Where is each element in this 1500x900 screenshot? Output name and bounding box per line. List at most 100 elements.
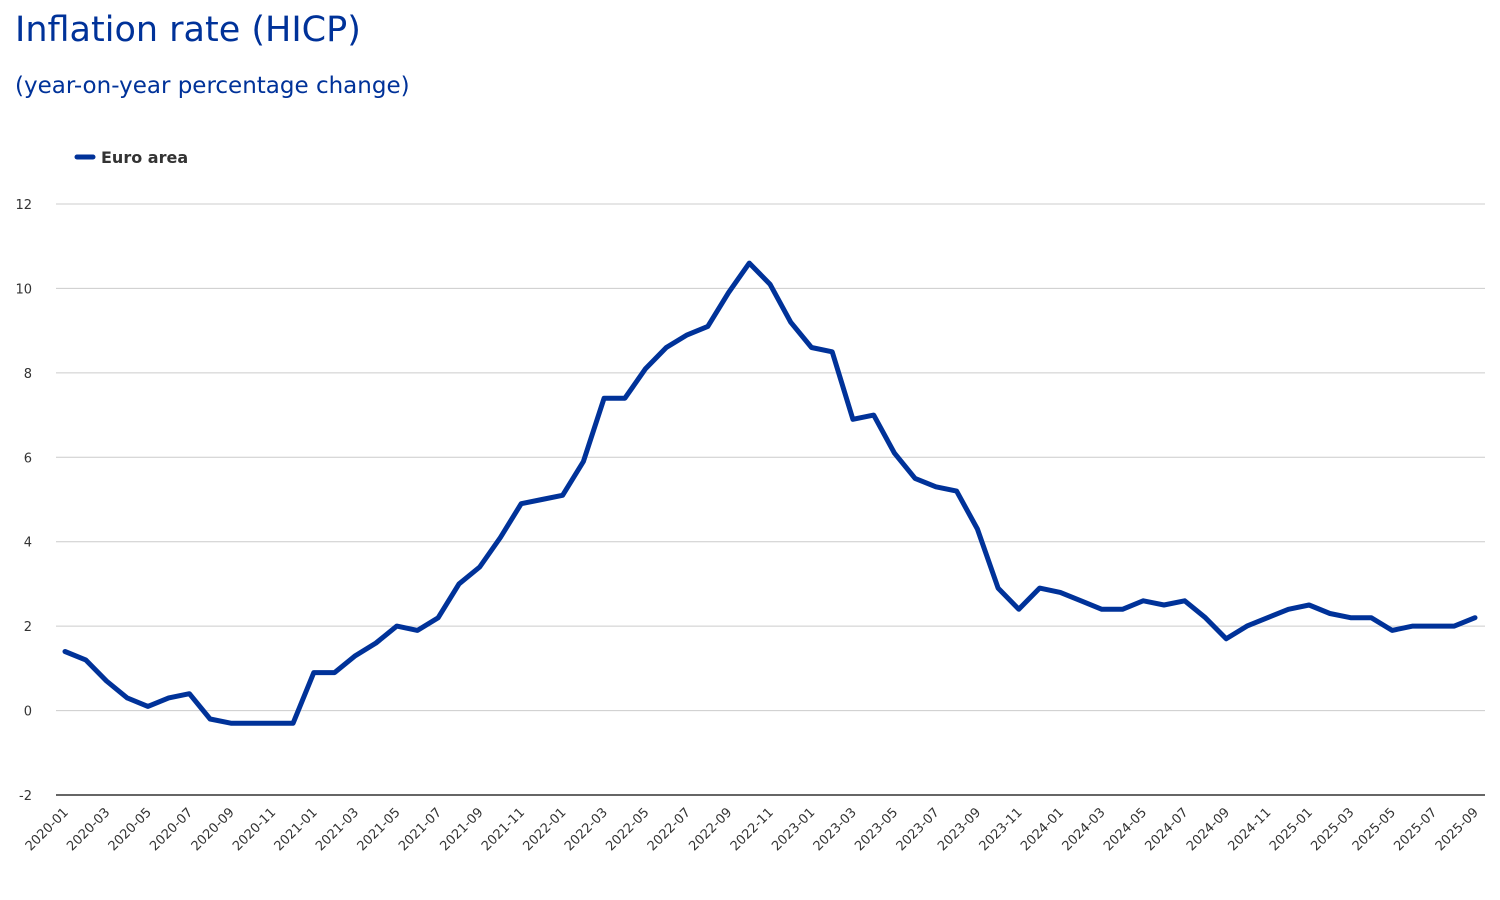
- data-point[interactable]: [187, 691, 192, 696]
- y-tick-label: 0: [24, 705, 32, 720]
- data-point[interactable]: [685, 332, 690, 337]
- x-tick-label: 2021-07: [396, 805, 445, 854]
- y-tick-label: 2: [24, 620, 32, 635]
- data-point[interactable]: [63, 649, 68, 654]
- x-tick-label: 2025-09: [1433, 805, 1482, 854]
- data-point[interactable]: [602, 396, 607, 401]
- y-tick-label: 8: [24, 367, 32, 382]
- data-point[interactable]: [1141, 598, 1146, 603]
- data-point[interactable]: [1120, 607, 1125, 612]
- data-point[interactable]: [1079, 598, 1084, 603]
- data-point[interactable]: [145, 704, 150, 709]
- x-tick-label: 2023-05: [852, 805, 901, 854]
- data-point[interactable]: [850, 417, 855, 422]
- legend[interactable]: Euro area: [74, 148, 188, 167]
- data-point[interactable]: [1369, 615, 1374, 620]
- data-point[interactable]: [622, 396, 627, 401]
- data-point[interactable]: [394, 624, 399, 629]
- data-point[interactable]: [1182, 598, 1187, 603]
- data-point[interactable]: [1286, 607, 1291, 612]
- data-point[interactable]: [1203, 615, 1208, 620]
- x-tick-label: 2020-11: [230, 805, 279, 854]
- data-point[interactable]: [1327, 611, 1332, 616]
- data-point[interactable]: [436, 615, 441, 620]
- data-point[interactable]: [456, 581, 461, 586]
- x-tick-label: 2021-05: [355, 805, 404, 854]
- x-tick-label: 2024-07: [1143, 805, 1192, 854]
- data-point[interactable]: [1348, 615, 1353, 620]
- data-point[interactable]: [208, 717, 213, 722]
- data-point[interactable]: [975, 527, 980, 532]
- data-point[interactable]: [871, 413, 876, 418]
- data-point[interactable]: [1161, 603, 1166, 608]
- legend-label[interactable]: Euro area: [101, 148, 188, 167]
- data-point[interactable]: [581, 459, 586, 464]
- x-tick-label: 2022-11: [728, 805, 777, 854]
- data-point[interactable]: [374, 641, 379, 646]
- x-tick-label: 2023-03: [811, 805, 860, 854]
- data-point[interactable]: [768, 282, 773, 287]
- data-point[interactable]: [809, 345, 814, 350]
- y-tick-label: 4: [24, 536, 32, 551]
- x-tick-label: 2025-05: [1350, 805, 1399, 854]
- data-point[interactable]: [477, 565, 482, 570]
- data-point[interactable]: [104, 679, 109, 684]
- data-point[interactable]: [270, 721, 275, 726]
- data-point[interactable]: [415, 628, 420, 633]
- data-point[interactable]: [830, 349, 835, 354]
- chart-title: Inflation rate (HICP): [15, 10, 361, 50]
- series-line-euro-area: [62, 260, 1478, 726]
- x-tick-label: 2022-01: [520, 805, 569, 854]
- data-point[interactable]: [1410, 624, 1415, 629]
- data-point[interactable]: [125, 695, 130, 700]
- data-point[interactable]: [498, 535, 503, 540]
- x-tick-label: 2022-03: [562, 805, 611, 854]
- data-point[interactable]: [539, 497, 544, 502]
- data-point[interactable]: [1431, 624, 1436, 629]
- data-point[interactable]: [291, 721, 296, 726]
- data-point[interactable]: [560, 493, 565, 498]
- data-point[interactable]: [664, 345, 669, 350]
- data-point[interactable]: [726, 290, 731, 295]
- data-point[interactable]: [83, 657, 88, 662]
- data-point[interactable]: [996, 586, 1001, 591]
- x-tick-label: 2024-01: [1018, 805, 1067, 854]
- data-point[interactable]: [643, 366, 648, 371]
- y-tick-label: 12: [15, 198, 32, 213]
- x-axis: 2020-012020-032020-052020-072020-092020-…: [23, 805, 1482, 854]
- x-tick-label: 2023-09: [935, 805, 984, 854]
- x-tick-label: 2025-01: [1267, 805, 1316, 854]
- x-tick-label: 2021-09: [438, 805, 487, 854]
- x-tick-label: 2021-11: [479, 805, 528, 854]
- data-point[interactable]: [705, 324, 710, 329]
- data-point[interactable]: [1307, 603, 1312, 608]
- data-point[interactable]: [1099, 607, 1104, 612]
- data-point[interactable]: [1265, 615, 1270, 620]
- data-point[interactable]: [1058, 590, 1063, 595]
- x-tick-label: 2025-03: [1308, 805, 1357, 854]
- data-point[interactable]: [788, 320, 793, 325]
- data-point[interactable]: [519, 501, 524, 506]
- data-point[interactable]: [1452, 624, 1457, 629]
- data-point[interactable]: [892, 451, 897, 456]
- data-point[interactable]: [249, 721, 254, 726]
- data-point[interactable]: [1037, 586, 1042, 591]
- data-point[interactable]: [954, 489, 959, 494]
- data-point[interactable]: [228, 721, 233, 726]
- data-point[interactable]: [166, 695, 171, 700]
- data-point[interactable]: [353, 653, 358, 658]
- chart-subtitle: (year-on-year percentage change): [15, 73, 410, 99]
- data-point[interactable]: [311, 670, 316, 675]
- data-point[interactable]: [933, 484, 938, 489]
- y-tick-label: -2: [19, 789, 32, 804]
- data-point[interactable]: [913, 476, 918, 481]
- data-point[interactable]: [1016, 607, 1021, 612]
- data-point[interactable]: [1224, 636, 1229, 641]
- data-point[interactable]: [1390, 628, 1395, 633]
- data-point[interactable]: [1473, 615, 1478, 620]
- data-point[interactable]: [332, 670, 337, 675]
- data-point[interactable]: [747, 261, 752, 266]
- series: [62, 260, 1478, 726]
- data-point[interactable]: [1244, 624, 1249, 629]
